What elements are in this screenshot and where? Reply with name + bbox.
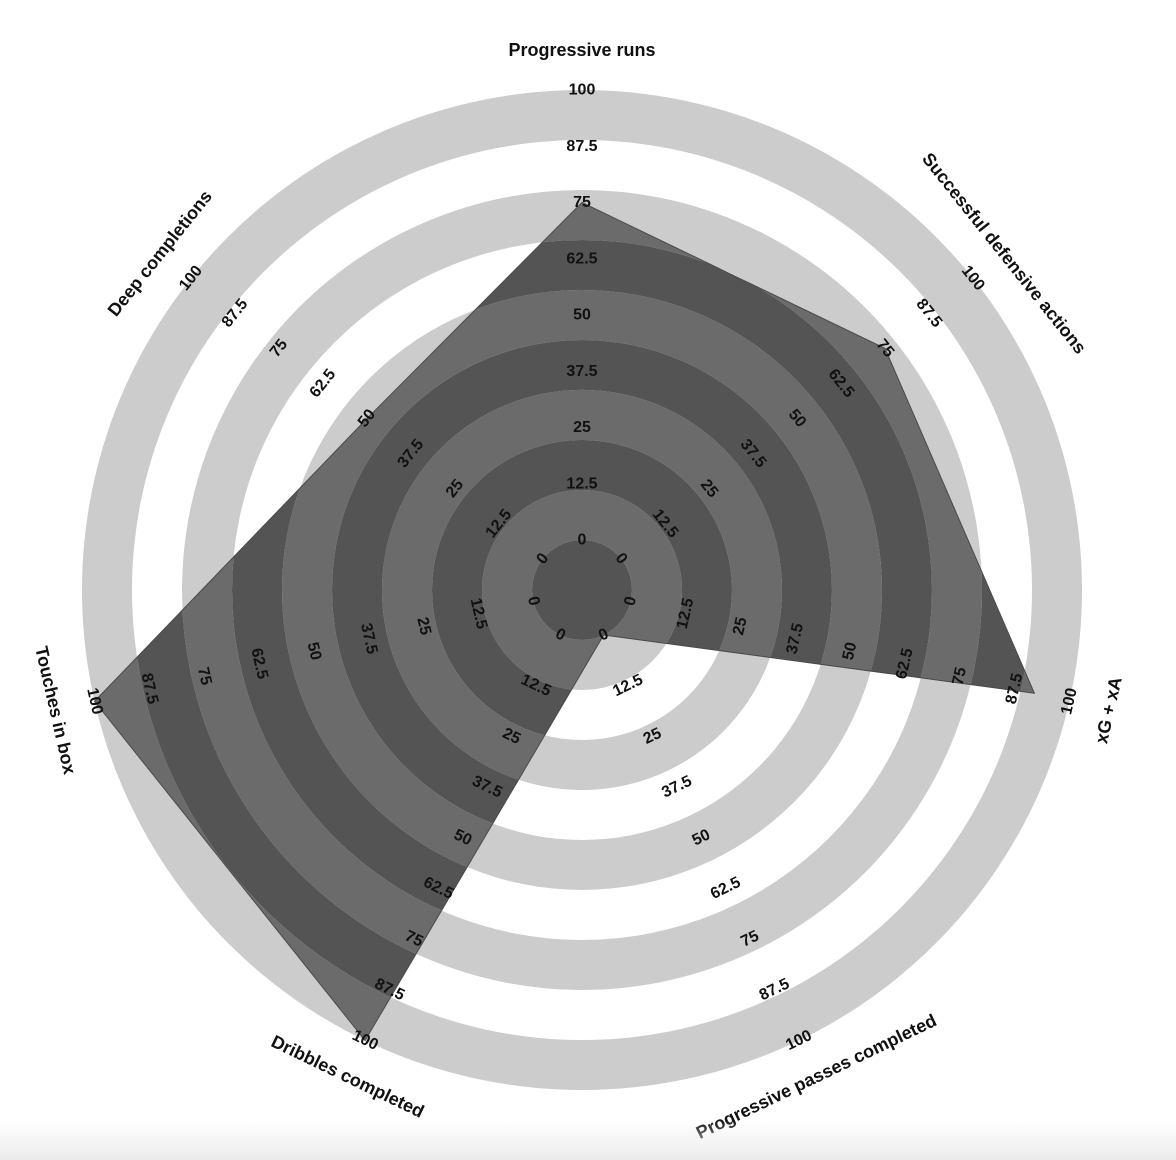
radar-polygon-outline [93, 201, 1036, 1042]
tick-label: 75 [573, 194, 591, 211]
tick-label: 62.5 [566, 250, 597, 267]
tick-label: 37.5 [784, 622, 808, 656]
tick-label: 37.5 [357, 622, 381, 656]
tick-label: 25 [573, 419, 591, 436]
tick-label: 0 [524, 595, 543, 608]
tick-label: 100 [83, 686, 106, 716]
tick-label: 50 [573, 307, 591, 324]
tick-label: 62.5 [247, 647, 271, 681]
bottom-fade [0, 1120, 1176, 1160]
tick-label: 75 [738, 928, 762, 951]
tick-label: 25 [641, 725, 665, 748]
tick-label: 75 [950, 666, 971, 687]
tick-label: 50 [840, 641, 861, 662]
tick-label: 62.5 [893, 647, 917, 681]
tick-label: 12.5 [674, 596, 698, 630]
tick-label: 75 [402, 928, 426, 951]
tick-label: 25 [500, 725, 524, 748]
tick-label: 12.5 [467, 597, 491, 631]
axis-label: Touches in box [31, 644, 80, 776]
tick-label: 0 [578, 532, 587, 549]
tick-label: 50 [690, 826, 714, 849]
axis-label: xG + xA [1091, 675, 1126, 745]
tick-label: 25 [413, 616, 434, 637]
tick-label: 87.5 [566, 138, 597, 155]
tick-label: 87.5 [1003, 672, 1027, 706]
tick-label: 25 [730, 616, 751, 637]
tick-label: 12.5 [566, 475, 597, 492]
tick-label: 100 [569, 82, 596, 99]
radar-polygon-band [532, 540, 632, 640]
tick-label: 37.5 [566, 363, 597, 380]
tick-label: 50 [451, 826, 475, 849]
tick-label: 75 [194, 666, 215, 687]
tick-label: 100 [1058, 686, 1081, 716]
tick-label: 87.5 [138, 672, 162, 706]
tick-label: 50 [304, 641, 325, 662]
axis-label: Progressive runs [508, 40, 655, 60]
tick-label: 0 [621, 595, 640, 608]
